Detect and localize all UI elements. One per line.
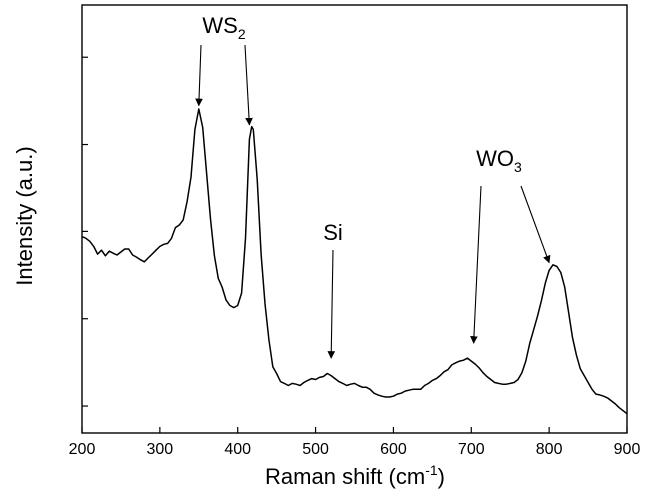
x-tick-label: 400 bbox=[224, 441, 251, 458]
annotation-label: Si bbox=[323, 220, 343, 245]
plot-area: 200 300 400 500 600 700 800 900 WS2 Si WO3 bbox=[69, 4, 641, 458]
series-layer bbox=[81, 108, 628, 415]
y-axis-ticks bbox=[82, 56, 88, 407]
annotation-label: WO3 bbox=[476, 146, 522, 175]
peak-annotation: Si bbox=[323, 220, 343, 359]
annotation-label-subscript: 2 bbox=[238, 26, 246, 42]
peak-annotation: WO3 bbox=[470, 146, 551, 344]
annotation-label-subscript: 3 bbox=[514, 159, 522, 175]
annotation-arrow bbox=[195, 44, 203, 107]
annotation-label-text: WS bbox=[202, 13, 237, 38]
x-axis-title-superscript: -1 bbox=[425, 462, 438, 478]
x-tick-label: 600 bbox=[380, 441, 407, 458]
peak-annotation: WS2 bbox=[195, 13, 253, 126]
x-axis-ticks: 200 300 400 500 600 700 800 900 bbox=[69, 427, 641, 458]
x-tick-label: 700 bbox=[458, 441, 485, 458]
x-tick-label: 300 bbox=[147, 441, 174, 458]
annotation-label: WS2 bbox=[202, 13, 245, 42]
x-tick-label: 900 bbox=[614, 441, 641, 458]
annotation-arrow bbox=[470, 185, 482, 344]
annotation-layer: WS2 Si WO3 bbox=[195, 13, 551, 359]
annotation-arrow bbox=[520, 185, 551, 264]
series-line bbox=[81, 108, 628, 415]
x-axis-title: Raman shift (cm-1) bbox=[265, 462, 445, 489]
annotation-arrow bbox=[327, 249, 336, 359]
y-axis-title: Intensity (a.u.) bbox=[12, 146, 37, 285]
plot-frame bbox=[81, 4, 628, 434]
annotation-label-text: WO bbox=[476, 146, 514, 171]
x-tick-label: 500 bbox=[302, 441, 329, 458]
x-axis-title-main: Raman shift (cm bbox=[265, 464, 425, 489]
x-axis-title-close: ) bbox=[438, 464, 445, 489]
annotation-label-text: Si bbox=[323, 220, 343, 245]
annotation-arrow bbox=[244, 44, 253, 126]
x-tick-label: 800 bbox=[536, 441, 563, 458]
x-tick-label: 200 bbox=[69, 441, 96, 458]
